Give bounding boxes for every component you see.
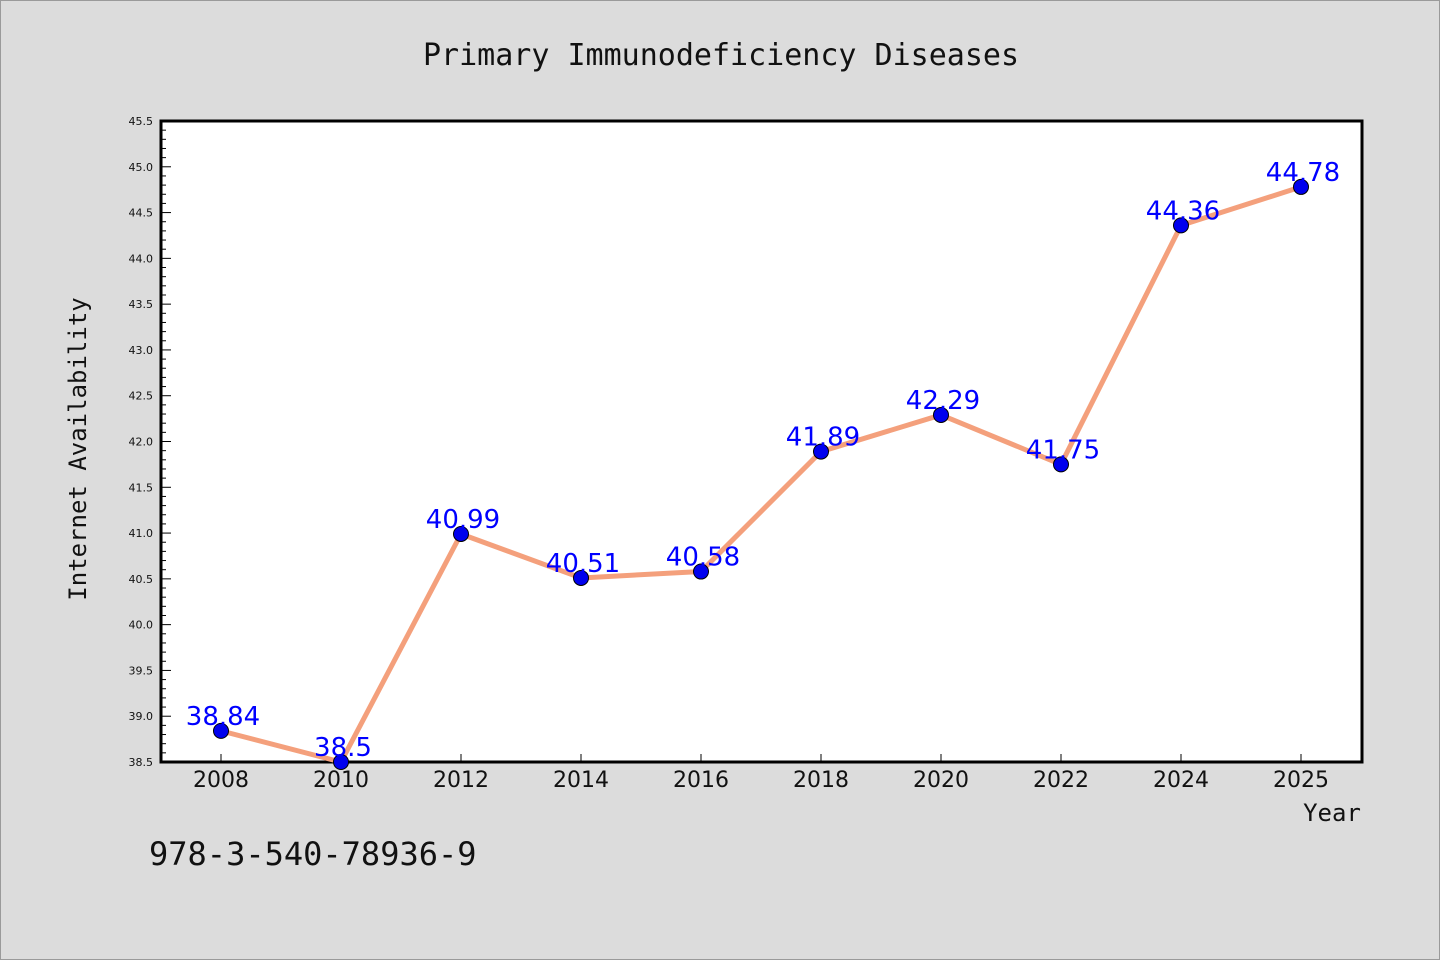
- x-tick-label: 2018: [793, 768, 849, 793]
- x-axis: 2008 2010 2012 2014 2016 2018 2020 2022 2024 2025: [193, 754, 1329, 793]
- data-points: [213, 178, 1309, 770]
- data-label: 44.36: [1146, 196, 1220, 226]
- isbn-annotation: 978-3-540-78936-9: [149, 835, 477, 873]
- y-tick-label: 39.0: [129, 710, 154, 723]
- y-axis-label: Internet Availability: [64, 297, 92, 600]
- data-point: [1293, 178, 1309, 195]
- plot-area: [159, 119, 1364, 764]
- x-tick-label: 2012: [433, 768, 489, 793]
- x-axis-label: Year: [1303, 799, 1361, 827]
- y-tick-label: 45.5: [129, 115, 154, 128]
- y-tick-label: 40.5: [129, 573, 154, 586]
- data-point: [1053, 456, 1069, 473]
- x-tick-label: 2020: [913, 768, 969, 793]
- data-point: [213, 722, 229, 739]
- x-tick-label: 2016: [673, 768, 729, 793]
- x-tick-label: 2014: [553, 768, 609, 793]
- x-tick-label: 2025: [1273, 768, 1329, 793]
- y-tick-label: 45.0: [129, 161, 154, 174]
- data-label: 40.51: [546, 549, 620, 579]
- data-point: [693, 563, 709, 580]
- y-tick-label: 41.5: [129, 481, 154, 494]
- x-tick-label: 2022: [1033, 768, 1089, 793]
- x-tick-label: 2024: [1153, 768, 1209, 793]
- y-tick-label: 43.5: [129, 298, 154, 311]
- data-labels: 38.84 38.5 40.99 40.51 40.58 41.89 42.29 41.75 4…: [186, 158, 1340, 763]
- data-label: 40.58: [666, 543, 740, 573]
- data-label: 38.84: [186, 702, 260, 732]
- y-tick-label: 43.0: [129, 344, 154, 357]
- data-point: [573, 569, 589, 586]
- y-tick-label: 39.5: [129, 664, 154, 677]
- data-label: 38.5: [314, 733, 372, 763]
- data-point: [453, 525, 469, 542]
- data-label: 44.78: [1266, 158, 1340, 188]
- y-tick-label: 41.0: [129, 527, 154, 540]
- data-label: 40.99: [426, 505, 500, 535]
- data-label: 41.75: [1026, 435, 1100, 465]
- y-tick-label: 42.5: [129, 390, 154, 403]
- data-point: [1173, 217, 1189, 234]
- y-tick-label: 42.0: [129, 436, 154, 449]
- data-point: [813, 443, 829, 460]
- x-tick-label: 2008: [193, 768, 249, 793]
- y-tick-label: 44.0: [129, 252, 154, 265]
- x-tick-label: 2010: [313, 768, 369, 793]
- y-axis: 38.5 39.0 39.5 40.0 40.5 41.0 41.5 42.0 42.5 43.0…: [129, 115, 171, 769]
- data-label: 41.89: [786, 423, 860, 453]
- data-point: [933, 406, 949, 423]
- series-line: [220, 184, 1302, 765]
- data-label: 42.29: [906, 386, 980, 416]
- y-tick-label: 40.0: [129, 619, 154, 632]
- data-point: [333, 754, 349, 770]
- chart-title: Primary Immunodeficiency Diseases: [423, 38, 1019, 73]
- y-tick-label: 44.5: [129, 207, 154, 220]
- y-tick-label: 38.5: [129, 756, 154, 769]
